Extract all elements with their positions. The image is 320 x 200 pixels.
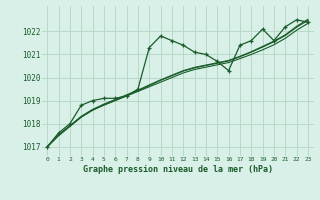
X-axis label: Graphe pression niveau de la mer (hPa): Graphe pression niveau de la mer (hPa) — [83, 165, 273, 174]
